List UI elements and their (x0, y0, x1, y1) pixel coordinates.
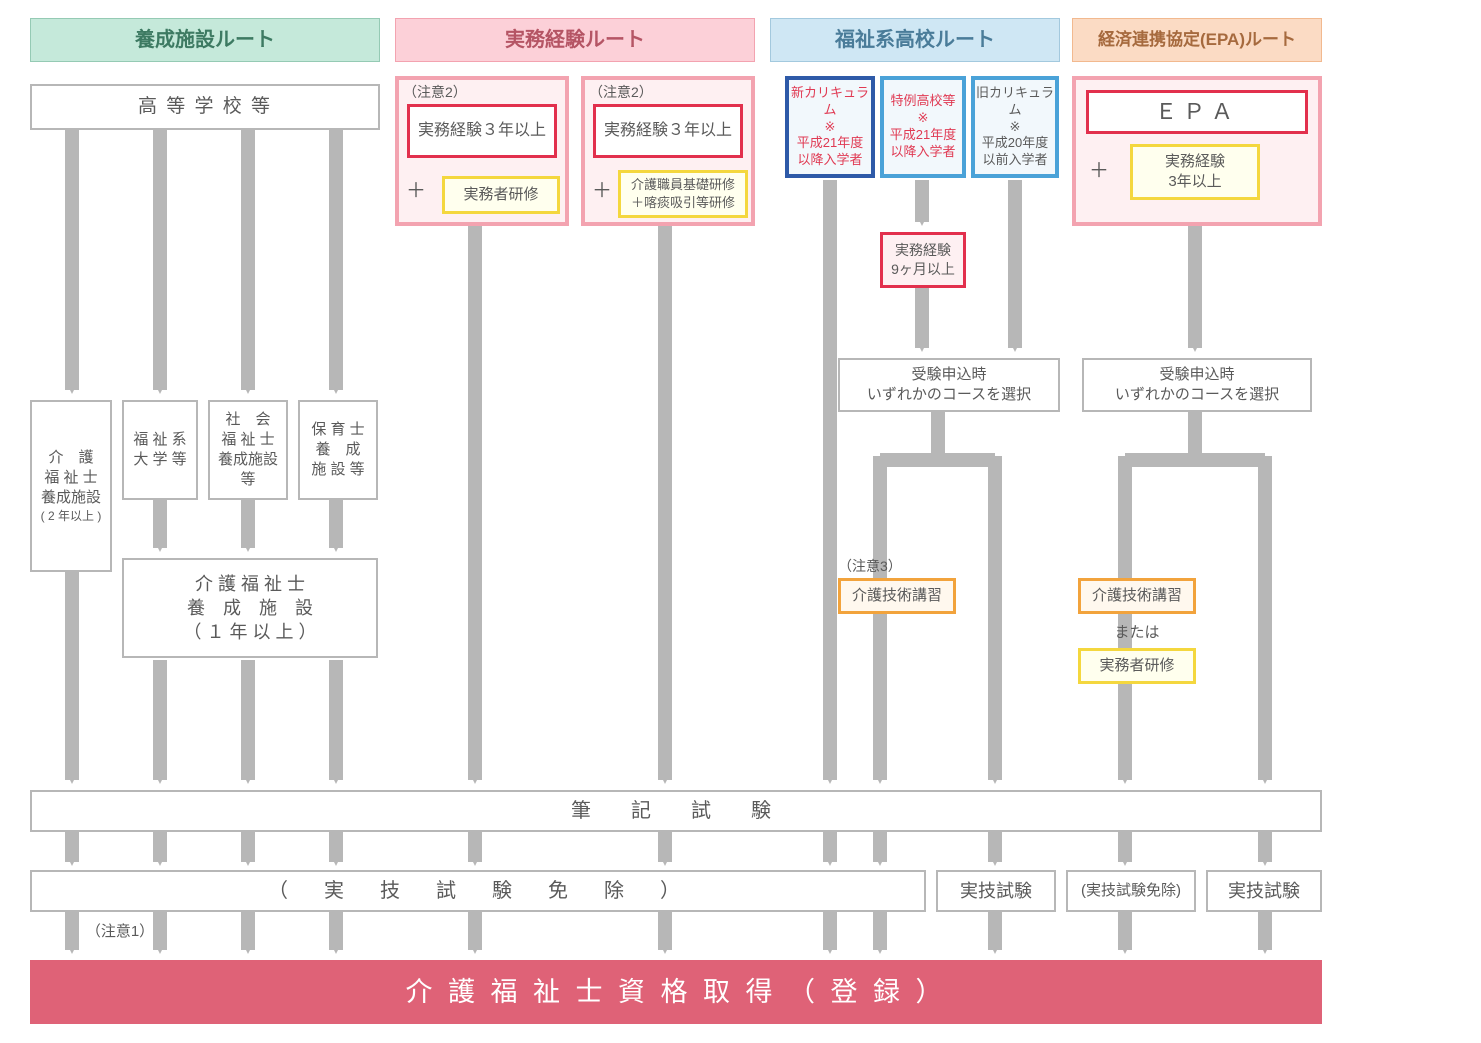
r3-exp9m-l2: 9ヶ月以上 (891, 260, 955, 279)
r4-or: または (1078, 622, 1196, 644)
r1-university-l2: 大 学 等 (133, 450, 186, 470)
r2-training-a: 実務者研修 (442, 176, 560, 214)
r3-old: 旧カリキュラム ※ 平成20年度 以前入学者 (971, 76, 1059, 178)
r4-select-l1: 受験申込時 (1159, 365, 1234, 385)
r3-special-l4: 以降入学者 (890, 144, 955, 161)
r2-note-a: （注意2） (403, 82, 473, 102)
r4-exp3yr-l2: 3年以上 (1168, 172, 1221, 192)
r2-note-b: （注意2） (589, 82, 659, 102)
r3-special-l1: 特例高校等 (890, 93, 955, 110)
exam-exempt2: (実技試験免除) (1066, 870, 1196, 912)
r3-select: 受験申込時 いずれかのコースを選択 (838, 358, 1060, 412)
r4-tech-training: 介護技術講習 (1078, 578, 1196, 614)
r3-select-l1: 受験申込時 (911, 365, 986, 385)
r1-note1: （注意1） (80, 920, 160, 944)
r3-special-l2: ※ (918, 110, 929, 127)
r1-facility-2yr-l3: 養成施設 (41, 488, 101, 508)
r2-training-b-l2: ＋喀痰吸引等研修 (631, 194, 735, 212)
final-qualification: 介 護 福 祉 士 資 格 取 得 （ 登 録 ） (30, 960, 1322, 1024)
r3-note3: （注意3） (838, 556, 908, 576)
r1-nursery-l1: 保 育 士 (311, 420, 364, 440)
header-route3: 福祉系高校ルート (770, 18, 1060, 62)
r1-socialworker-l1: 社 会 (225, 410, 270, 430)
r2-training-b-l1: 介護職員基礎研修 (631, 176, 735, 194)
r1-nursery-l3: 施 設 等 (311, 460, 364, 480)
r2-plus-a: ＋ (403, 178, 429, 204)
r3-old-l2: ※ (1010, 119, 1021, 136)
header-route2: 実務経験ルート (395, 18, 755, 62)
r1-nursery-l2: 養 成 (315, 440, 360, 460)
r1-university-l1: 福 祉 系 (133, 430, 186, 450)
header-route1: 養成施設ルート (30, 18, 380, 62)
r1-socialworker-l3: 養成施設 (218, 450, 278, 470)
r1-facility-1yr-l1: 介 護 福 祉 士 (195, 572, 305, 596)
r1-nursery: 保 育 士 養 成 施 設 等 (298, 400, 378, 500)
r2-exp3yr-b: 実務経験３年以上 (593, 104, 743, 158)
r1-facility-2yr-l2: 福 祉 士 (44, 468, 97, 488)
r1-socialworker-l4: 等 (240, 470, 255, 490)
r3-old-l4: 以前入学者 (982, 152, 1047, 169)
r3-old-l3: 平成20年度 (982, 135, 1048, 152)
r1-facility-1yr-l3: （ １ 年 以 上 ） (183, 620, 316, 644)
r4-exp3yr-l1: 実務経験 (1165, 152, 1225, 172)
r3-exp9m-l1: 実務経験 (895, 241, 951, 260)
r3-old-l1: 旧カリキュラム (975, 85, 1055, 119)
r3-select-l2: いずれかのコースを選択 (867, 385, 1031, 405)
r1-socialworker-l2: 福 祉 士 (221, 430, 274, 450)
exam-exempt: （ 実 技 試 験 免 除 ） (30, 870, 926, 912)
r4-select: 受験申込時 いずれかのコースを選択 (1082, 358, 1312, 412)
r1-highschool: 高 等 学 校 等 (30, 84, 380, 130)
exam-written: 筆 記 試 験 (30, 790, 1322, 832)
r4-select-l2: いずれかのコースを選択 (1115, 385, 1279, 405)
r1-facility-2yr-l1: 介 護 (48, 448, 93, 468)
r2-training-b: 介護職員基礎研修 ＋喀痰吸引等研修 (618, 170, 748, 218)
r2-exp3yr-a: 実務経験３年以上 (407, 104, 557, 158)
r1-university: 福 祉 系 大 学 等 (122, 400, 198, 500)
r3-new: 新カリキュラム ※ 平成21年度 以降入学者 (785, 76, 875, 178)
r1-socialworker: 社 会 福 祉 士 養成施設 等 (208, 400, 288, 500)
r3-new-l2: ※ (825, 119, 836, 136)
r4-practical: 実務者研修 (1078, 648, 1196, 684)
r4-epa: ＥＰＡ (1086, 90, 1308, 134)
r3-new-l4: 以降入学者 (797, 152, 862, 169)
r3-new-l1: 新カリキュラム (789, 85, 871, 119)
r1-facility-2yr: 介 護 福 祉 士 養成施設 ( 2 年以上 ) (30, 400, 112, 572)
r1-facility-1yr-l2: 養 成 施 設 (187, 596, 313, 620)
r2-plus-b: ＋ (589, 178, 615, 204)
r3-new-l3: 平成21年度 (797, 135, 863, 152)
r3-tech-training: 介護技術講習 (838, 578, 956, 614)
r1-facility-1yr: 介 護 福 祉 士 養 成 施 設 （ １ 年 以 上 ） (122, 558, 378, 658)
r3-special: 特例高校等 ※ 平成21年度 以降入学者 (880, 76, 966, 178)
r1-facility-2yr-l4: ( 2 年以上 ) (41, 508, 102, 524)
r4-exp3yr: 実務経験 3年以上 (1130, 144, 1260, 200)
exam-practical-r4: 実技試験 (1206, 870, 1322, 912)
r4-plus: ＋ (1086, 158, 1112, 184)
r3-special-l3: 平成21年度 (890, 127, 956, 144)
r3-exp9m: 実務経験 9ヶ月以上 (880, 232, 966, 288)
header-route4: 経済連携協定(EPA)ルート (1072, 18, 1322, 62)
exam-practical-r3: 実技試験 (936, 870, 1056, 912)
